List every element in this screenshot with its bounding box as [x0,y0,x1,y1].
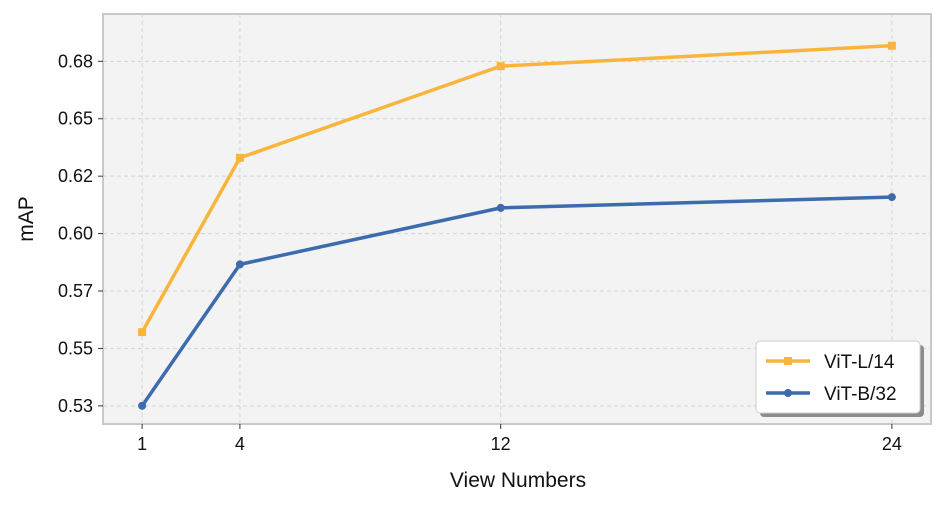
y-tick-label: 0.62 [58,166,93,186]
data-point [887,193,896,202]
y-tick-label: 0.55 [58,338,93,358]
data-point [138,401,147,410]
series-vit-l-14 [138,41,896,337]
y-tick-label: 0.53 [58,396,93,416]
x-tick-label: 4 [235,434,245,454]
x-tick-label: 24 [882,434,902,454]
data-point [496,203,505,212]
data-point [887,41,896,50]
legend: ViT-L/14 ViT-B/32 [755,340,924,417]
series-vit-b-32 [138,193,896,410]
y-tick-label: 0.60 [58,224,93,244]
series-line [140,195,894,408]
y-tick-label: 0.65 [58,109,93,129]
series-layer [138,41,896,410]
x-axis-ticks: 1 4 12 24 [137,424,902,454]
legend-box [755,340,921,414]
data-point [138,328,147,337]
data-point [496,62,505,71]
data-point [235,260,244,269]
legend-marker [784,357,792,365]
y-tick-label: 0.68 [58,51,93,71]
series-line [140,43,894,334]
y-tick-label: 0.57 [58,281,93,301]
legend-marker [784,389,792,397]
x-tick-label: 1 [137,434,147,454]
x-tick-label: 12 [491,434,511,454]
x-axis-title: View Numbers [450,469,586,492]
legend-label: ViT-L/14 [824,352,895,373]
legend-item: ViT-L/14 [766,352,895,373]
data-point [235,153,244,162]
legend-item: ViT-B/32 [766,384,897,405]
legend-label: ViT-B/32 [824,384,897,405]
y-axis-title: mAP [15,196,38,242]
y-axis-ticks: 0.53 0.55 0.57 0.60 0.62 0.65 0.68 [58,51,103,416]
